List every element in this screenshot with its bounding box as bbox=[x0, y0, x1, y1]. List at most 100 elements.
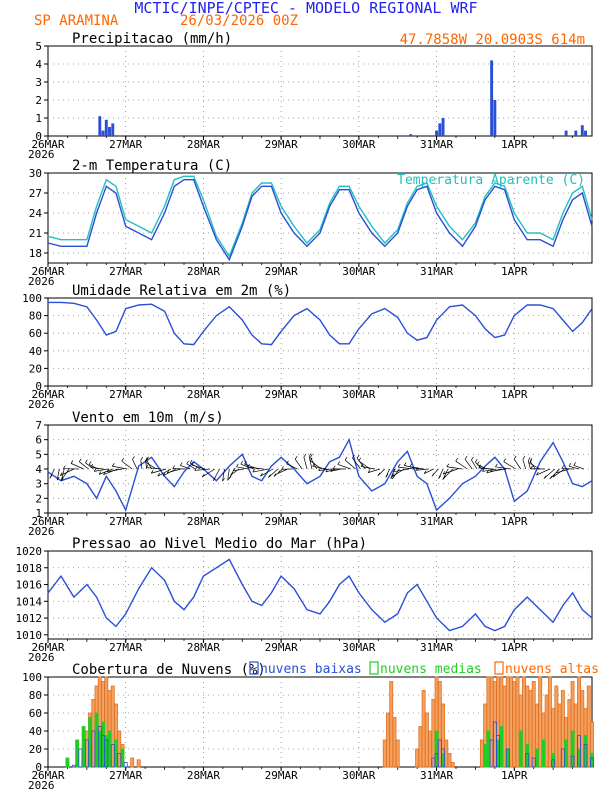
wind-barb-flag bbox=[352, 454, 355, 459]
wind-barb-flag bbox=[273, 473, 277, 477]
wind-barb-flag bbox=[247, 463, 250, 468]
panel-title: Vento em 10m (m/s) bbox=[72, 410, 224, 426]
cloud-high-bar bbox=[386, 712, 390, 768]
precip-bar bbox=[438, 123, 442, 136]
wind-barb bbox=[186, 463, 196, 470]
wind-barb-flag bbox=[303, 453, 307, 458]
wind-barb-flag bbox=[391, 473, 395, 477]
wind-barb bbox=[194, 468, 210, 471]
wind-barb bbox=[167, 468, 181, 474]
cloud-mid-bar bbox=[590, 753, 594, 768]
wind-barb bbox=[423, 468, 434, 474]
x-tick-label: 31MAR bbox=[420, 769, 453, 782]
y-tick-label: 30 bbox=[29, 167, 42, 180]
wind-barb-flag bbox=[482, 468, 485, 472]
wind-barb-flag bbox=[277, 470, 281, 474]
x-tick-label: 27MAR bbox=[109, 388, 142, 401]
cloud-mid-bar bbox=[564, 739, 569, 768]
wind-barb-flag bbox=[367, 469, 371, 473]
panel-title: 2-m Temperatura (C) bbox=[72, 158, 232, 174]
x-tick-label: 31MAR bbox=[420, 515, 453, 528]
y-tick-label: 4 bbox=[35, 58, 42, 71]
cloud-low-bar bbox=[441, 748, 445, 768]
wind-barb bbox=[146, 467, 162, 470]
x-tick-label: 29MAR bbox=[265, 515, 298, 528]
wind-barb-flag bbox=[145, 457, 148, 461]
cloud-low-bar bbox=[496, 735, 501, 768]
cloud-high-bar bbox=[538, 676, 543, 768]
cloud-high-bar bbox=[580, 690, 585, 768]
wind-barb bbox=[446, 466, 463, 470]
y-tick-label: 2 bbox=[35, 492, 42, 505]
cloud-high-bar bbox=[91, 699, 96, 768]
wind-barb-flag bbox=[172, 465, 176, 469]
precip-bar bbox=[435, 130, 439, 136]
wind-barb-flag bbox=[49, 475, 53, 479]
wind-barb bbox=[106, 468, 123, 473]
precip-bar bbox=[108, 127, 111, 136]
wind-barb-flag bbox=[98, 471, 102, 475]
y-tick-label: 1 bbox=[35, 507, 42, 520]
wind-barb-flag bbox=[423, 470, 427, 474]
cloud-mid-bar bbox=[88, 717, 93, 768]
cloud-mid-bar bbox=[441, 753, 445, 768]
cloud-high-bar bbox=[573, 703, 578, 768]
wind-barb-flag bbox=[536, 471, 539, 476]
precip-bar bbox=[574, 130, 578, 136]
cloud-low-bar bbox=[123, 762, 128, 768]
y-tick-label: 40 bbox=[29, 345, 42, 358]
cloud-high-bar bbox=[444, 739, 449, 768]
wind-barb-flag bbox=[409, 463, 413, 467]
cloud-low-bar bbox=[551, 759, 556, 768]
cloud-mid-bar bbox=[577, 748, 581, 768]
wind-barb-flag bbox=[318, 467, 322, 471]
cloud-high-bar bbox=[528, 690, 533, 768]
x-tick-label: 28MAR bbox=[187, 641, 220, 654]
cloud-low-bar bbox=[583, 744, 588, 768]
precip-bar bbox=[493, 100, 497, 136]
wind-barb-flag bbox=[568, 462, 572, 467]
x-tick-label: 31MAR bbox=[420, 388, 453, 401]
cloud-low-bar bbox=[71, 764, 76, 768]
wind-barb-flag bbox=[392, 475, 395, 480]
panel-title: Umidade Relativa em 2m (%) bbox=[72, 283, 291, 299]
cloud-high-bar bbox=[428, 730, 433, 768]
wind-barb-flag bbox=[549, 475, 553, 480]
x-tick-label: 31MAR bbox=[420, 138, 453, 151]
wind-barb-flag bbox=[202, 473, 205, 478]
cloud-mid-bar bbox=[81, 726, 86, 768]
wind-barb-flag bbox=[140, 456, 144, 461]
cloud-mid-bar bbox=[505, 748, 510, 768]
x-tick-label: 1APR bbox=[501, 265, 528, 278]
precip-bar bbox=[409, 134, 413, 136]
cloud-low-bar bbox=[570, 755, 575, 768]
wind-barb-flag bbox=[529, 457, 533, 462]
x-tick-label: 29MAR bbox=[265, 769, 298, 782]
precip-bar bbox=[101, 130, 105, 136]
wind-barb-flag bbox=[60, 476, 64, 481]
wind-barb bbox=[503, 461, 517, 470]
panel-1: 18 21 24 27 30 26MAR 27MAR 28MAR 29MAR 30MAR 31MAR… bbox=[28, 158, 593, 288]
wind-barb bbox=[393, 468, 410, 473]
wind-barb-flag bbox=[103, 471, 106, 475]
wind-barb bbox=[337, 463, 351, 470]
cloud-low-bar bbox=[505, 748, 510, 768]
y-tick-label: 21 bbox=[29, 227, 42, 240]
cloud-mid-bar bbox=[499, 726, 504, 768]
wind-barb bbox=[303, 456, 308, 470]
x-tick-label: 26MAR bbox=[31, 265, 64, 278]
cloud-low-bar bbox=[91, 730, 96, 768]
x-tick-label: 28MAR bbox=[187, 138, 220, 151]
wind-barb bbox=[527, 460, 531, 470]
x-year-label: 2026 bbox=[28, 275, 55, 288]
wind-barb-flag bbox=[522, 456, 526, 460]
wind-barb bbox=[85, 462, 94, 470]
wind-barb bbox=[121, 460, 133, 470]
x-tick-label: 28MAR bbox=[187, 265, 220, 278]
x-tick-label: 29MAR bbox=[265, 388, 298, 401]
wind-barb bbox=[308, 456, 313, 470]
panel-frame bbox=[47, 550, 593, 640]
wind-barb-flag bbox=[478, 464, 482, 469]
cloud-high-bar bbox=[421, 690, 426, 768]
wind-barb-flag bbox=[212, 477, 216, 481]
